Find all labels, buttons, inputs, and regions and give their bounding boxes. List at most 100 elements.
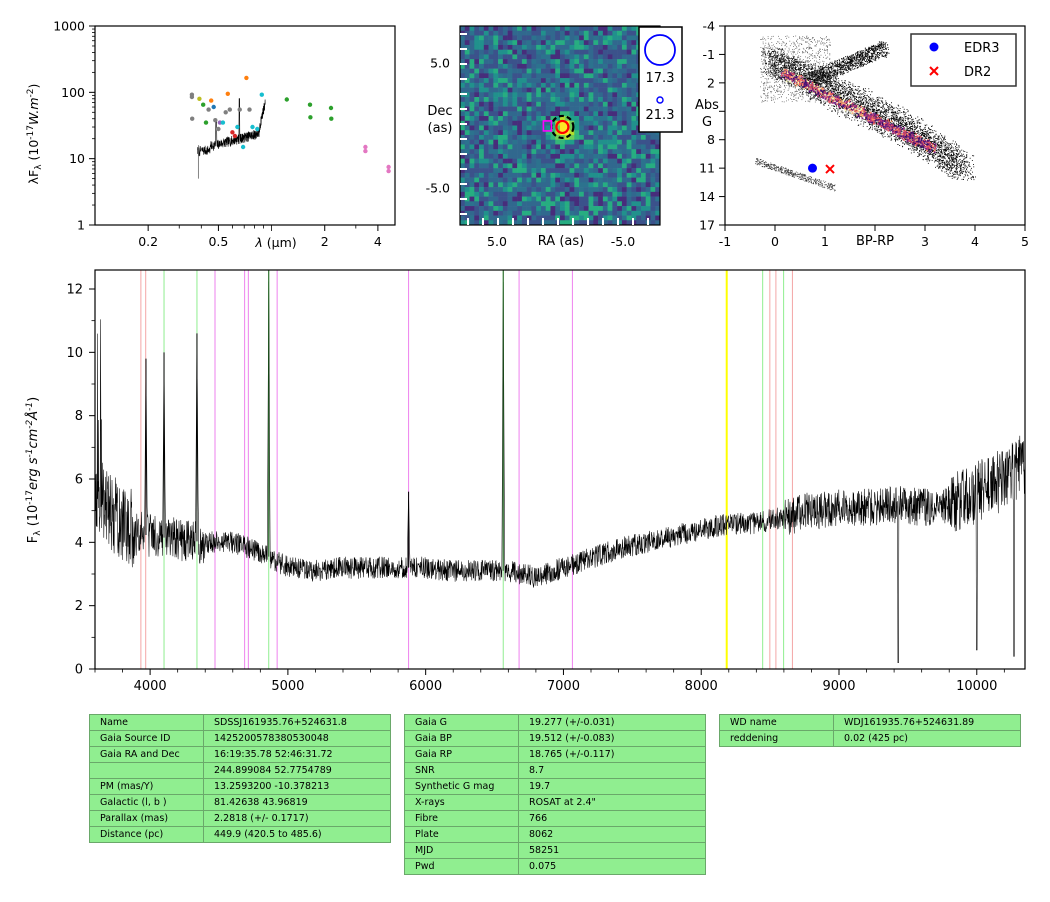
- hrd-xtick-label: 5: [1021, 234, 1029, 249]
- table-key: Gaia BP: [404, 730, 519, 747]
- image-ytick-label: 5.0: [430, 56, 450, 71]
- spectrum-ytick-label: 6: [75, 473, 83, 488]
- image-xtick-label: 5.0: [487, 234, 507, 249]
- sed-spectrum-trace: [197, 98, 266, 157]
- table-value: 8062: [518, 826, 706, 843]
- table-value: 19.7: [518, 778, 706, 795]
- table-value: 19.277 (+/-0.031): [518, 714, 706, 731]
- legend-edr3-label: EDR3: [964, 41, 1000, 56]
- image-panel: 5.0 -5.0 5.0 -5.0 17.3 21.3 Dec (as) RA (as…: [426, 25, 683, 249]
- spectrum-panel: 4000 5000 6000 7000 8000 9000 10000 0 2 4 6 8 10 12 F…: [25, 269, 1026, 694]
- spectrum-ylabel: Fλ (10-17erg s-1cm-2Å-1): [25, 397, 43, 544]
- sed-point: [209, 98, 214, 103]
- legend-dr2-label: DR2: [964, 65, 991, 80]
- table-value: 2.2818 (+/- 0.1717): [203, 810, 391, 827]
- table-row: MJD 58251: [404, 842, 706, 859]
- sed-point: [250, 124, 255, 130]
- spectrum-ytick-label: 0: [75, 663, 83, 678]
- hrd-xtick-label: 0: [771, 234, 779, 249]
- sed-point: [284, 97, 289, 102]
- table-row: Gaia RA and Dec 16:19:35.78 52:46:31.72: [89, 746, 391, 763]
- proper-motion-marker: [542, 120, 553, 132]
- image-ytick-label: -5.0: [426, 181, 450, 196]
- sed-point: [307, 102, 313, 107]
- table-value: ROSAT at 2.4": [518, 794, 706, 811]
- sed-xtick-label: 4: [374, 234, 382, 249]
- table-key: Gaia Source ID: [89, 730, 204, 747]
- sed-point: [206, 107, 211, 112]
- table-value: 1425200578380530048: [203, 730, 391, 747]
- sed-ytick-label: 1000: [53, 19, 85, 34]
- sed-point: [232, 133, 238, 139]
- table-row: X-rays ROSAT at 2.4": [404, 794, 706, 811]
- table-row: Gaia G 19.277 (+/-0.031): [404, 714, 706, 731]
- table-row: Name SDSSJ161935.76+524631.8: [89, 714, 391, 731]
- hrd-ylabel-2: G: [702, 115, 712, 130]
- sed-point: [329, 116, 334, 121]
- target-position-marker: [555, 119, 570, 135]
- sed-xtick-label: 0.2: [138, 234, 158, 249]
- table-value: 449.9 (420.5 to 485.6): [203, 826, 391, 843]
- sed-point: [197, 96, 202, 102]
- table-row: Distance (pc) 449.9 (420.5 to 485.6): [89, 826, 391, 843]
- table-value: 244.899084 52.7754789: [203, 762, 391, 779]
- sed-point: [247, 107, 252, 112]
- sed-point: [189, 94, 195, 100]
- legend-small-circle: [656, 96, 664, 104]
- table-key: [89, 762, 204, 779]
- table-key: Fibre: [404, 810, 519, 827]
- table-row: Gaia RP 18.765 (+/-0.117): [404, 746, 706, 763]
- table-value: 58251: [518, 842, 706, 859]
- table-value: 19.512 (+/-0.083): [518, 730, 706, 747]
- table-value: SDSSJ161935.76+524631.8: [203, 714, 391, 731]
- table-key: X-rays: [404, 794, 519, 811]
- sed-point: [230, 130, 235, 135]
- table-key: Gaia G: [404, 714, 519, 731]
- hrd-xtick-label: 3: [921, 234, 929, 249]
- spectrum-ytick-label: 8: [75, 409, 83, 424]
- hrd-xtick-label: 4: [971, 234, 979, 249]
- sed-point: [386, 168, 391, 174]
- hrd-xtick-label: -1: [719, 234, 731, 249]
- sed-point: [211, 104, 216, 110]
- hrd-panel: -1 0 1 3 4 5 -4 -1 2 8 11 14 17 Abs G BP-RP EDR3 DR2: [695, 19, 1029, 250]
- table-key: PM (mas/Y): [89, 778, 204, 795]
- table-row: 244.899084 52.7754789: [89, 762, 391, 779]
- sed-xlabel: λ (μm): [254, 235, 296, 250]
- sed-point: [225, 91, 230, 97]
- table-key: SNR: [404, 762, 519, 779]
- target-info-table: Name SDSSJ161935.76+524631.8 Gaia Source I…: [89, 714, 391, 843]
- image-legend: 17.3 21.3: [638, 26, 683, 133]
- table-key: Gaia RA and Dec: [89, 746, 204, 763]
- photometry-info-table: Gaia G 19.277 (+/-0.031) Gaia BP 19.512 (+/…: [404, 714, 706, 875]
- table-key: Name: [89, 714, 204, 731]
- sed-point: [235, 124, 240, 130]
- sed-ylabel: λFλ (10-17W.m-2): [26, 84, 44, 185]
- table-row: Gaia Source ID 1425200578380530048: [89, 730, 391, 747]
- sed-point: [213, 118, 218, 123]
- table-key: Galactic (l, b ): [89, 794, 204, 811]
- table-value: 13.2593200 -10.378213: [203, 778, 391, 795]
- table-key: Pwd: [404, 858, 519, 875]
- sed-ytick-label: 100: [61, 85, 85, 100]
- hrd-xlabel: BP-RP: [856, 234, 894, 249]
- spectrum-xtick-label: 6000: [409, 679, 442, 694]
- table-value: 16:19:35.78 52:46:31.72: [203, 746, 391, 763]
- legend-dr2-marker: [929, 66, 939, 76]
- sed-panel: 1 10 100 1000 0.2 0.5 2 4 λFλ (10-17W.m-2) λ (μ…: [26, 19, 396, 250]
- spectrum-xtick-label: 5000: [271, 679, 304, 694]
- table-row: reddening 0.02 (425 pc): [719, 730, 1021, 747]
- sed-point: [363, 148, 368, 154]
- spectrum-xtick-label: 9000: [822, 679, 855, 694]
- hrd-ytick-label: 11: [699, 161, 715, 176]
- sed-point: [216, 126, 221, 132]
- spectrum-ytick-label: 12: [66, 283, 83, 298]
- legend-big-circle: [644, 34, 676, 66]
- table-key: MJD: [404, 842, 519, 859]
- table-key: Parallax (mas): [89, 810, 204, 827]
- spectrum-xtick-label: 7000: [547, 679, 580, 694]
- hrd-ytick-label: -4: [703, 19, 716, 34]
- table-value: 766: [518, 810, 706, 827]
- legend-edr3-marker: [929, 42, 939, 52]
